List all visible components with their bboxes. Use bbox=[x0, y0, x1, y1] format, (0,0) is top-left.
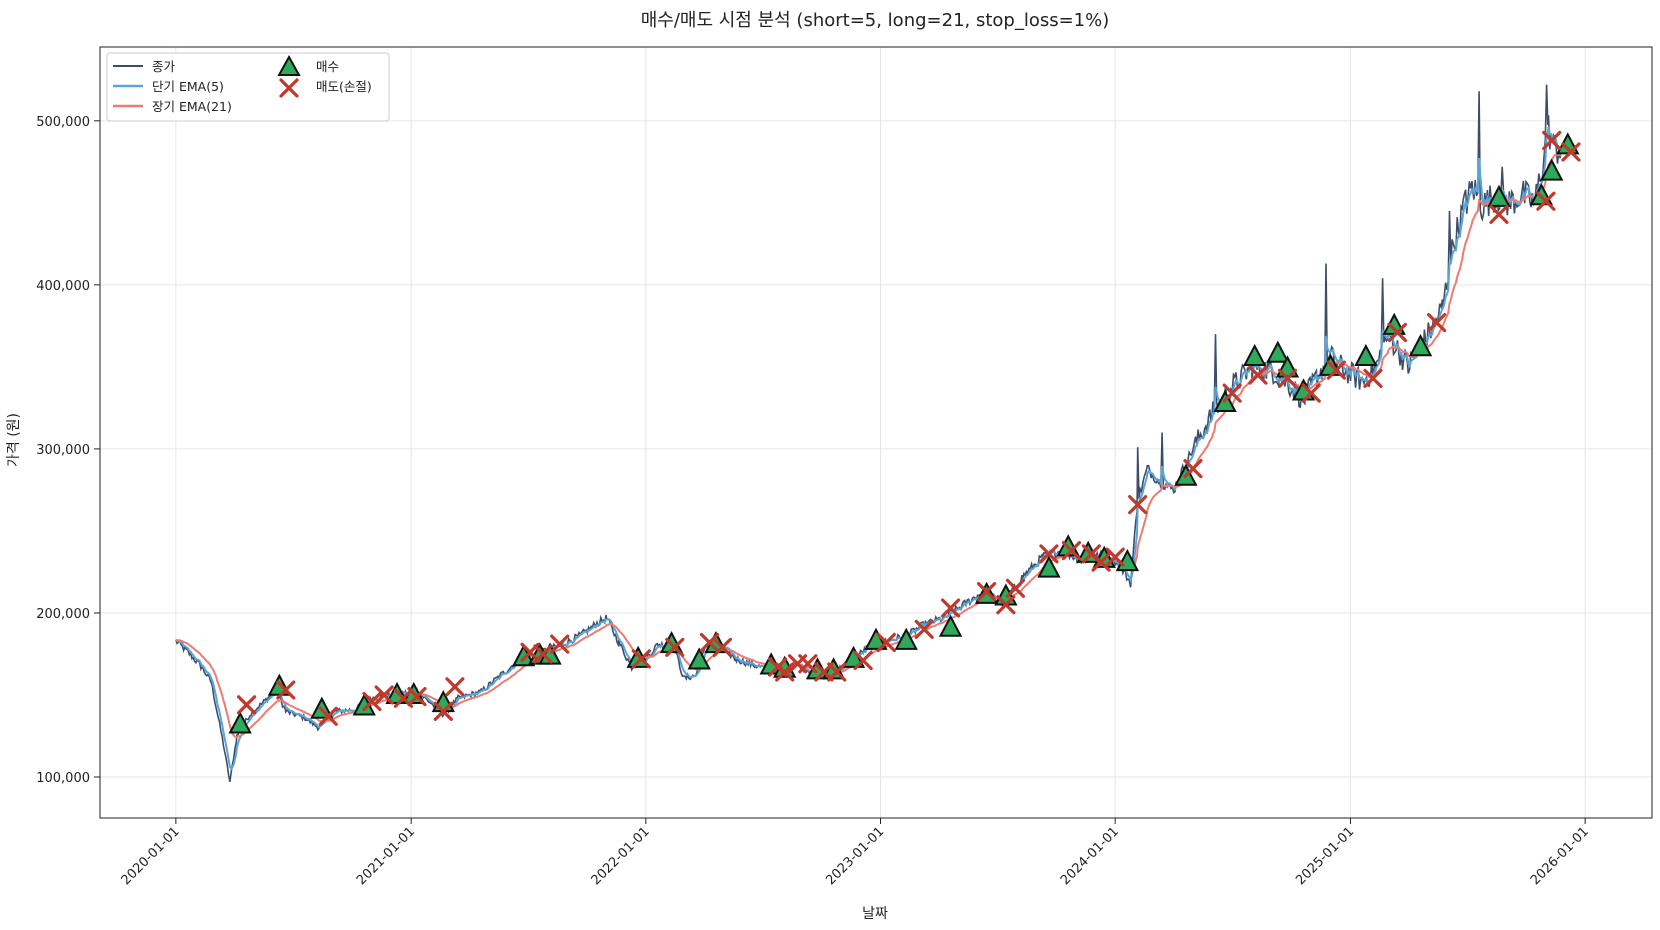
sell-marker bbox=[631, 649, 651, 669]
sell-marker bbox=[853, 650, 873, 671]
markers-group bbox=[228, 130, 1581, 734]
series-group bbox=[175, 84, 1563, 782]
sell-marker bbox=[1091, 552, 1111, 572]
sell-marker bbox=[665, 637, 685, 657]
buy-marker bbox=[687, 647, 711, 670]
legend-buy-marker bbox=[277, 54, 301, 76]
buy-marker bbox=[1408, 334, 1433, 357]
sell-marker bbox=[876, 632, 896, 653]
sell-marker bbox=[712, 637, 732, 657]
sell-marker bbox=[1005, 578, 1026, 598]
sell-marker bbox=[433, 701, 453, 721]
buy-marker bbox=[894, 627, 918, 650]
x-axis-title: 날짜 bbox=[862, 906, 888, 922]
legend-close-label: 종가 bbox=[152, 59, 176, 74]
buy-marker bbox=[938, 614, 963, 637]
sell-marker bbox=[996, 595, 1016, 615]
legend-sell-label: 매도(손절) bbox=[316, 79, 372, 94]
sell-marker bbox=[550, 634, 570, 654]
sell-marker bbox=[1105, 547, 1125, 567]
y-tick-label: 500,000 bbox=[36, 115, 90, 130]
buy-marker bbox=[1243, 343, 1267, 367]
grid bbox=[100, 47, 1652, 818]
sell-marker bbox=[1363, 368, 1383, 388]
buy-marker bbox=[1266, 340, 1290, 363]
plot-frame bbox=[99, 46, 1653, 819]
sell-marker bbox=[1326, 360, 1346, 380]
sell-marker bbox=[1128, 495, 1148, 515]
y-tick-label: 200,000 bbox=[36, 607, 90, 622]
sell-marker bbox=[1061, 541, 1082, 561]
close-price-line bbox=[175, 84, 1563, 782]
legend-box bbox=[106, 52, 390, 122]
x-axis: 2020-01-01 2021-01-01 2022-01-01 2023-01-01… bbox=[119, 818, 1592, 888]
sell-marker bbox=[1542, 130, 1562, 151]
buy-marker bbox=[431, 690, 455, 713]
chart-title: 매수/매도 시점 분석 (short=5, long=21, stop_loss… bbox=[641, 10, 1110, 31]
x-tick-label: 2023-01-01 bbox=[823, 824, 887, 888]
sell-marker bbox=[1039, 544, 1059, 564]
y-tick-label: 100,000 bbox=[36, 771, 90, 786]
sell-marker bbox=[1561, 142, 1581, 162]
buy-marker bbox=[228, 711, 252, 734]
buy-marker bbox=[1354, 343, 1378, 367]
y-tick-label: 400,000 bbox=[36, 279, 90, 294]
sell-marker bbox=[236, 695, 257, 715]
x-tick-label: 2021-01-01 bbox=[354, 824, 418, 888]
sell-marker bbox=[276, 680, 296, 700]
sell-marker bbox=[1248, 365, 1268, 385]
x-tick-label: 2025-01-01 bbox=[1293, 824, 1357, 888]
x-tick-label: 2022-01-01 bbox=[589, 824, 653, 888]
sell-marker bbox=[1387, 322, 1408, 343]
sell-marker bbox=[362, 691, 382, 712]
sell-marker bbox=[914, 619, 934, 639]
y-axis: 100,000 200,000 300,000 400,000 500,000 bbox=[36, 115, 100, 786]
sell-marker bbox=[318, 706, 338, 726]
legend-ema-long-label: 장기 EMA(21) bbox=[152, 99, 232, 114]
sell-marker bbox=[1277, 368, 1298, 388]
buy-marker bbox=[1487, 184, 1511, 207]
sell-marker bbox=[827, 662, 847, 682]
sell-marker bbox=[1301, 383, 1321, 403]
sell-marker bbox=[407, 687, 427, 707]
legend-buy-label: 매수 bbox=[316, 59, 339, 74]
ema-short-line bbox=[175, 126, 1563, 771]
sell-marker bbox=[940, 598, 961, 618]
sell-marker bbox=[1489, 204, 1509, 224]
sell-marker bbox=[798, 654, 818, 674]
sell-marker bbox=[1427, 312, 1447, 333]
legend-sell-marker bbox=[279, 78, 299, 98]
sell-marker bbox=[533, 644, 553, 664]
sell-marker bbox=[374, 685, 394, 705]
sell-marker bbox=[1183, 458, 1203, 479]
sell-marker bbox=[775, 662, 795, 682]
legend: 종가 단기 EMA(5) 장기 EMA(21) 매수 매도(손절) bbox=[106, 52, 390, 122]
sell-marker bbox=[699, 632, 720, 653]
sell-marker bbox=[1222, 383, 1242, 403]
x-tick-label: 2026-01-01 bbox=[1528, 824, 1592, 888]
buy-marker bbox=[1037, 555, 1061, 578]
y-axis-title: 가격 (원) bbox=[6, 413, 22, 467]
sell-marker bbox=[445, 677, 465, 697]
sell-marker bbox=[1536, 191, 1556, 211]
y-tick-label: 300,000 bbox=[36, 443, 90, 458]
x-tick-label: 2024-01-01 bbox=[1058, 824, 1122, 888]
buy-marker bbox=[1540, 158, 1564, 181]
x-tick-label: 2020-01-01 bbox=[119, 824, 183, 888]
legend-ema-short-label: 단기 EMA(5) bbox=[152, 79, 224, 94]
sell-marker bbox=[976, 582, 997, 602]
